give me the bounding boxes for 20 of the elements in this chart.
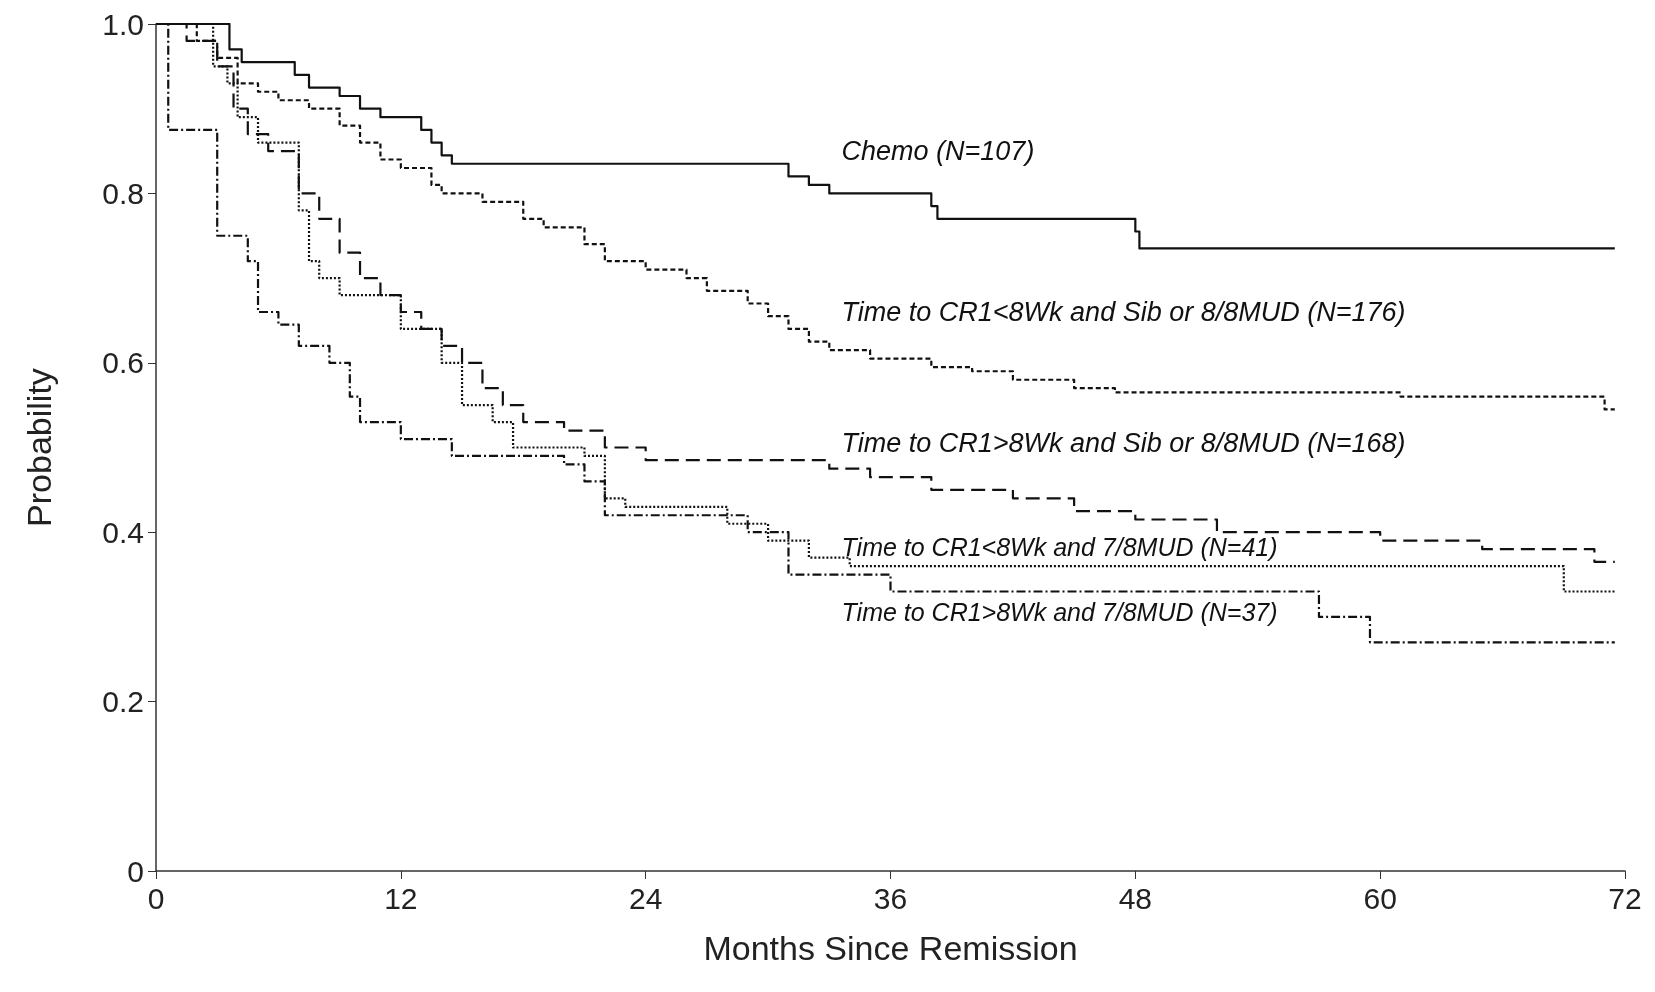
- x-tick-label: 48: [1118, 881, 1153, 915]
- series-label: Time to CR1<8Wk and Sib or 8/8MUD (N=176): [841, 296, 1406, 327]
- x-tick-label: 36: [873, 881, 908, 915]
- x-tick-label: 72: [1608, 881, 1642, 915]
- y-tick-label: 0.8: [102, 176, 144, 210]
- y-tick-label: 1.0: [102, 7, 144, 41]
- series-label: Chemo (N=107): [841, 136, 1035, 167]
- y-tick-label: 0.6: [102, 346, 144, 380]
- x-tick-label: 12: [384, 881, 418, 915]
- series-label: Time to CR1>8Wk and 7/8MUD (N=37): [841, 597, 1278, 626]
- y-tick-label: 0.2: [102, 685, 144, 719]
- y-tick-label: 0: [127, 854, 144, 888]
- y-axis-title: Probability: [20, 368, 58, 527]
- y-tick-label: 0.4: [102, 515, 144, 549]
- series-label: Time to CR1>8Wk and Sib or 8/8MUD (N=168): [841, 428, 1406, 459]
- x-axis-title: Months Since Remission: [703, 929, 1078, 967]
- x-tick-label: 60: [1363, 881, 1397, 915]
- x-tick-label: 24: [628, 881, 663, 915]
- series-label: Time to CR1<8Wk and 7/8MUD (N=41): [841, 533, 1278, 562]
- x-tick-label: 0: [147, 881, 165, 915]
